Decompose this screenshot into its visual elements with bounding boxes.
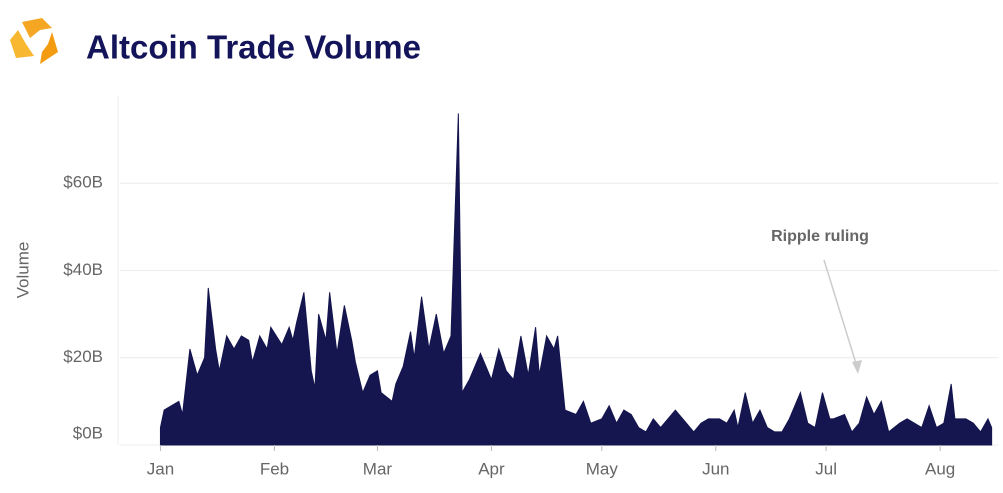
x-tick-label: Aug: [925, 459, 955, 478]
y-tick-label: $20B: [63, 347, 103, 366]
logo: [10, 18, 58, 64]
x-tick-label: Jul: [815, 459, 837, 478]
y-tick-label: $0B: [73, 423, 103, 442]
x-tick-label: Jun: [702, 459, 729, 478]
x-tick-label: May: [586, 459, 619, 478]
annotation-arrow: [823, 259, 859, 371]
y-tick-label: $40B: [63, 260, 103, 279]
chart-title: Altcoin Trade Volume: [86, 29, 421, 66]
x-tick-label: Jan: [147, 459, 174, 478]
area: [159, 113, 993, 446]
x-tick-label: Apr: [478, 459, 505, 478]
x-tick-label: Mar: [363, 459, 393, 478]
y-tick-label: $60B: [63, 173, 103, 192]
annotation: Ripple ruling: [771, 228, 869, 245]
annotation-arrowhead: [852, 360, 862, 374]
x-tick-label: Feb: [260, 459, 289, 478]
y-axis-label: Volume: [13, 242, 32, 299]
